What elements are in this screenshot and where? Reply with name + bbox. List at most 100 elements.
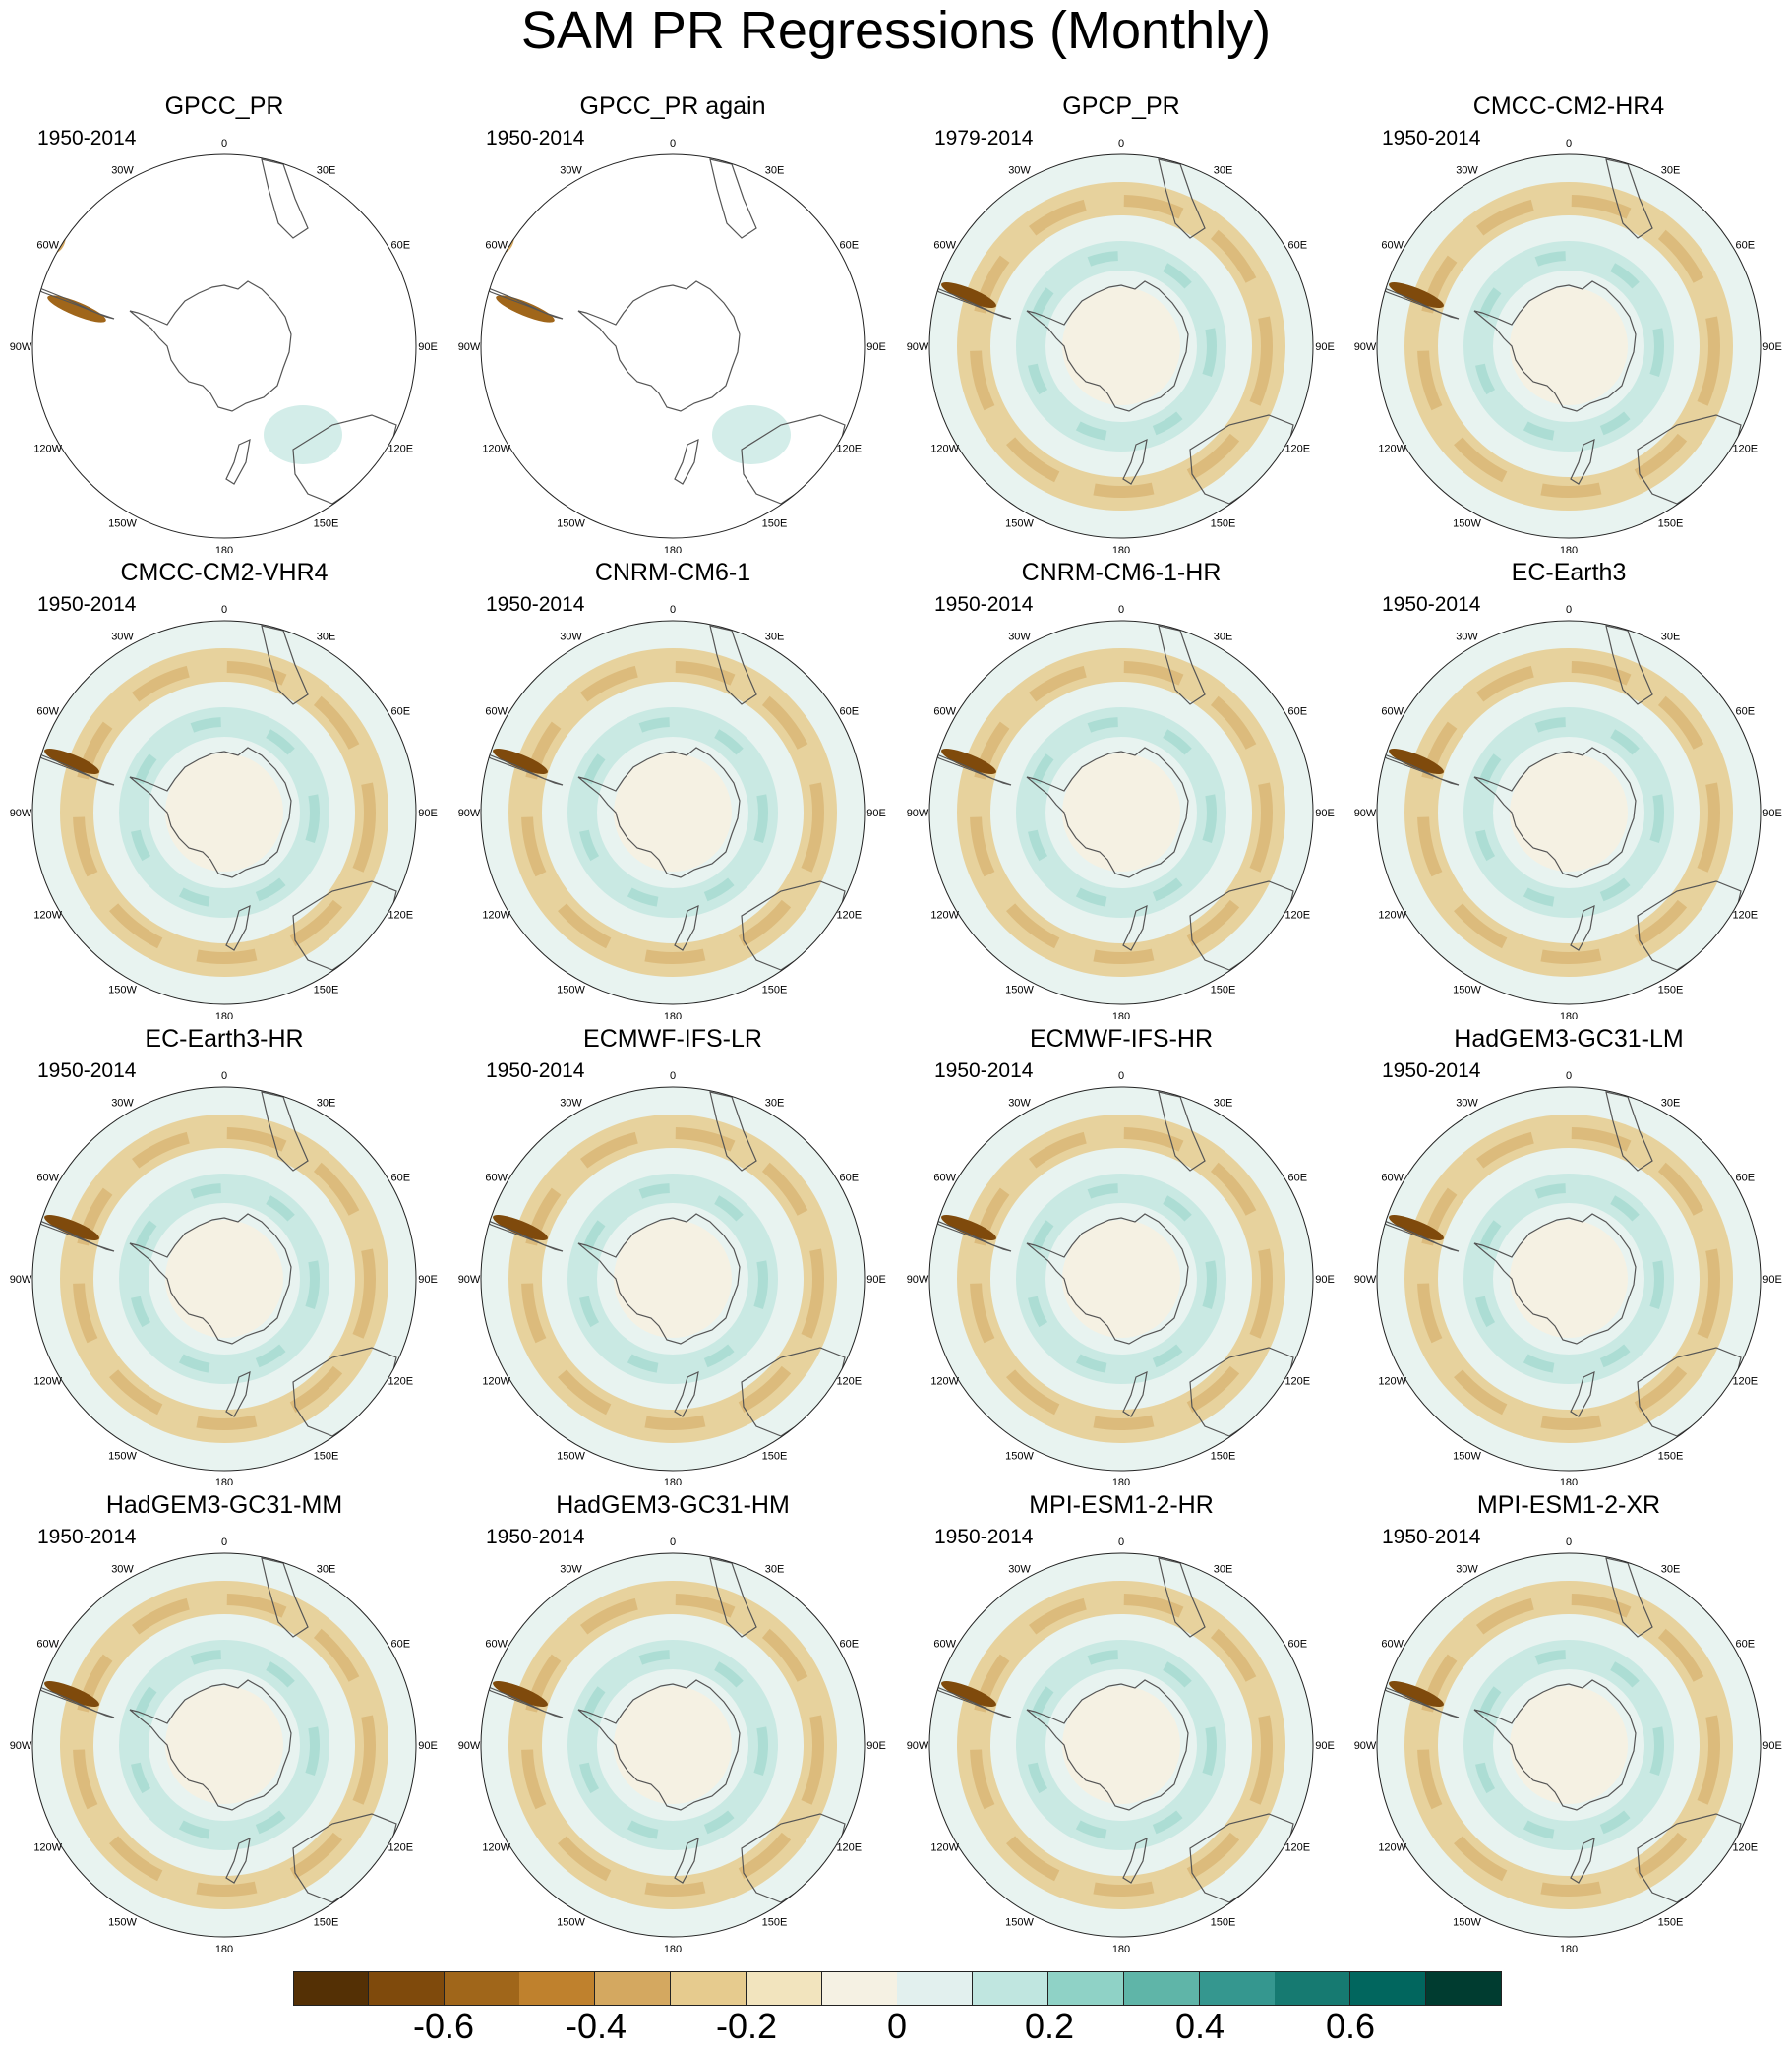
map-boundary [480,153,866,539]
longitude-label: 180 [215,1477,233,1485]
andes-drying-patch [941,1215,996,1240]
longitude-label: 150W [1453,984,1481,995]
longitude-label: 90E [866,808,886,819]
longitude-label: 60W [933,1639,956,1651]
longitude-label: 30W [560,165,582,177]
coastline [1122,1837,1148,1884]
map-panel: CMCC-CM2-VHR4 1950-2014 0 30E 60E 90E 120E 150E… [8,561,441,1023]
colorbar-swatch [444,1971,520,2006]
longitude-label: 180 [1560,1011,1578,1019]
colorbar-swatch [519,1971,596,2006]
longitude-label: 150E [1658,984,1684,995]
map-boundary [928,153,1314,539]
longitude-label: 120E [388,910,413,922]
coastline [1473,747,1637,878]
andes-drying-patch [1389,1215,1444,1240]
coastline [674,904,699,951]
coastline [674,1370,699,1417]
longitude-label: 120E [388,444,413,455]
longitude-label: 120W [33,910,62,922]
colorbar-swatch [1199,1971,1276,2006]
longitude-label: 120E [836,1376,862,1388]
longitude-label: 30W [111,1564,134,1576]
longitude-label: 150W [1005,1916,1034,1928]
panel-title: GPCP_PR [1062,92,1180,120]
andes-drying-patch [493,1215,548,1240]
andes-drying-patch [44,749,99,774]
longitude-label: 120E [836,1842,862,1854]
longitude-label: 60E [1736,706,1756,718]
longitude-label: 120W [1378,1376,1406,1388]
midlatitude-drying-core [73,661,376,964]
longitude-label: 60W [36,240,59,252]
subpolar-wetting-core [577,717,768,908]
longitude-label: 120W [33,1376,62,1388]
panel-title: HadGEM3-GC31-MM [105,1491,343,1519]
panel-period: 1950-2014 [486,593,585,616]
longitude-label: 60E [1288,1639,1308,1651]
longitude-label: 120E [1284,910,1310,922]
longitude-label: 90W [10,341,32,353]
longitude-label: 150W [1005,517,1034,529]
longitude-label: 60E [840,706,860,718]
longitude-label: 150W [1453,1916,1481,1928]
map-panel: GPCP_PR 1979-2014 0 30E 60E 90E 120E 150E 180 150… [905,94,1338,557]
subpolar-wetting-core [1473,251,1664,442]
longitude-label: 30W [1456,165,1478,177]
longitude-label: 120E [1284,1376,1310,1388]
panel-period: 1950-2014 [37,127,137,150]
longitude-label: 180 [1112,1477,1130,1485]
coastline [1377,1217,1460,1252]
coastline [929,1217,1012,1252]
panel-title: MPI-ESM1-2-HR [1029,1491,1214,1519]
panel-title: ECMWF-IFS-LR [583,1025,762,1053]
coastline [1605,625,1653,705]
longitude-label: 30W [1008,165,1031,177]
coastline [225,904,251,951]
longitude-label: 60W [36,706,59,718]
longitude-label: 60E [391,706,411,718]
longitude-label: 90W [458,341,481,353]
longitude-label: 120E [836,910,862,922]
longitude-label: 90E [1762,808,1782,819]
andes-drying-patch [493,1681,548,1707]
midlatitude-drying-core [970,195,1273,498]
longitude-label: 150E [1211,984,1236,995]
panel-period: 1950-2014 [486,1059,585,1082]
longitude-label: 150W [557,517,585,529]
longitude-label: 150W [1005,984,1034,995]
longitude-label: 0 [221,1537,227,1548]
map-panel: MPI-ESM1-2-XR 1950-2014 0 30E 60E 90E 120E 150E… [1352,1493,1785,1956]
coastline [1570,904,1595,951]
map-panel: CMCC-CM2-HR4 1950-2014 0 30E 60E 90E 120E 150E 1… [1352,94,1785,557]
polar-map: 0 30E 60E 90E 120E 150E 180 150W 120W 90W 60W 30W [1354,1537,1782,1952]
longitude-label: 30E [1661,165,1681,177]
panel-period: 1950-2014 [934,1526,1034,1548]
longitude-label: 0 [1118,1070,1124,1082]
longitude-label: 90E [866,1274,886,1286]
longitude-label: 120E [388,1842,413,1854]
longitude-label: 30E [1214,632,1233,643]
longitude-label: 150E [1658,1916,1684,1928]
longitude-label: 150E [1211,517,1236,529]
panel-title: CNRM-CM6-1 [594,559,751,586]
polar-map: 0 30E 60E 90E 120E 150E 180 150W 120W 90W 60W 30W [907,138,1335,553]
longitude-label: 90W [458,1274,481,1286]
map-boundary [1376,1552,1762,1938]
coastline [1122,904,1148,951]
polar-map: 0 30E 60E 90E 120E 150E 180 150W 120W 90W 60W 30W [907,604,1335,1019]
longitude-label: 90W [907,1274,929,1286]
longitude-label: 120W [33,444,62,455]
panel-title: HadGEM3-GC31-LM [1454,1025,1684,1053]
colorbar-tick-label: -0.2 [715,2006,778,2046]
map-panel: CNRM-CM6-1-HR 1950-2014 0 30E 60E 90E 120E 150E… [905,561,1338,1023]
panel-period: 1950-2014 [37,1059,137,1082]
map-boundary [928,620,1314,1005]
subpolar-wetting-core [129,1183,320,1374]
longitude-label: 150E [314,517,339,529]
coastline [1473,280,1637,412]
coastline [261,625,309,705]
map-boundary [1376,1086,1762,1472]
map-panel: GPCC_PR 1950-2014 0 30E 60E 90E 120E 150E 180 150… [8,94,441,557]
map-panel: MPI-ESM1-2-HR 1950-2014 0 30E 60E 90E 120E 150E… [905,1493,1338,1956]
